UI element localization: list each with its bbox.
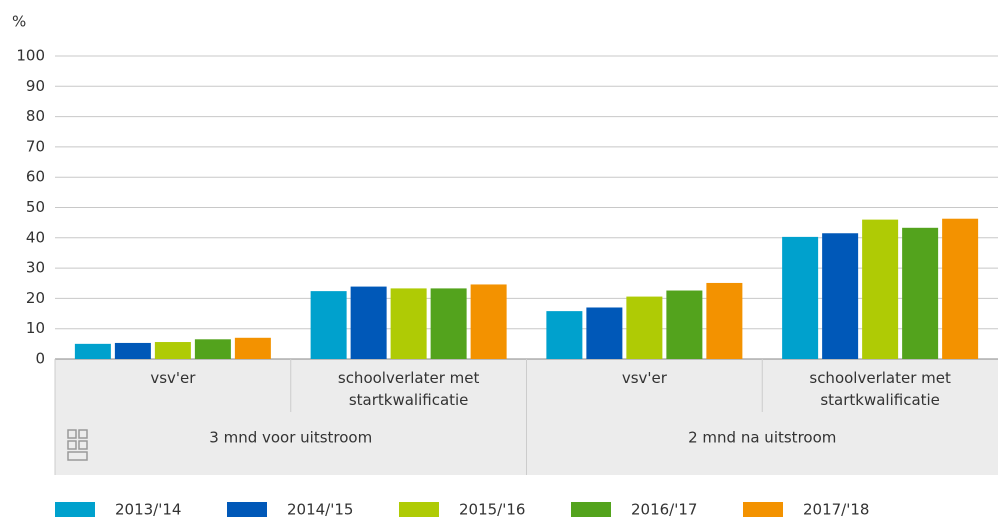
bar [350,286,387,359]
bar [862,219,899,359]
y-tick-label: 0 [35,350,45,368]
x-tick-label: schoolverlater met startkwalificatie [809,369,951,409]
bar [234,337,271,359]
y-tick-label: 60 [26,168,45,186]
legend-swatch [55,502,95,517]
bar [114,342,151,359]
bar [74,343,111,359]
y-tick-label: 50 [26,198,45,216]
y-tick-label: 40 [26,228,45,246]
legend-swatch [399,502,439,517]
legend-label: 2017/'18 [803,501,869,518]
y-axis-label: % [12,13,26,31]
bar [154,342,191,359]
logo [67,429,88,461]
x-tick-label: schoolverlater met startkwalificatie [337,369,480,409]
y-tick-label: 20 [26,289,45,307]
bar [626,296,663,359]
y-tick-label: 80 [26,107,45,125]
group-label: 3 mnd voor uitstroom [209,429,372,447]
legend-label: 2016/'17 [631,501,697,518]
legend-swatch [227,502,267,517]
bar [430,288,467,359]
bar [470,284,507,359]
bar [782,236,819,359]
legend-swatch [571,502,611,517]
bar [194,339,231,359]
legend-label: 2013/'14 [115,501,181,518]
bar [666,290,703,359]
y-tick-label: 10 [26,319,45,337]
y-tick-label: 30 [26,259,45,277]
bar [586,307,623,359]
group-label: 2 mnd na uitstroom [688,429,836,447]
bar [390,288,427,359]
y-tick-label: 90 [26,77,45,95]
bar [706,282,743,359]
legend-label: 2015/'16 [459,501,525,518]
legend-label: 2014/'15 [287,501,353,518]
legend-swatch [743,502,783,517]
bar [902,227,939,359]
bar [310,291,347,359]
bar [942,218,979,359]
x-tick-label: vsv'er [621,369,667,387]
x-tick-label: vsv'er [150,369,196,387]
bar [546,311,583,359]
bar [822,233,859,359]
y-tick-label: 70 [26,137,45,155]
y-tick-label: 100 [16,47,45,65]
